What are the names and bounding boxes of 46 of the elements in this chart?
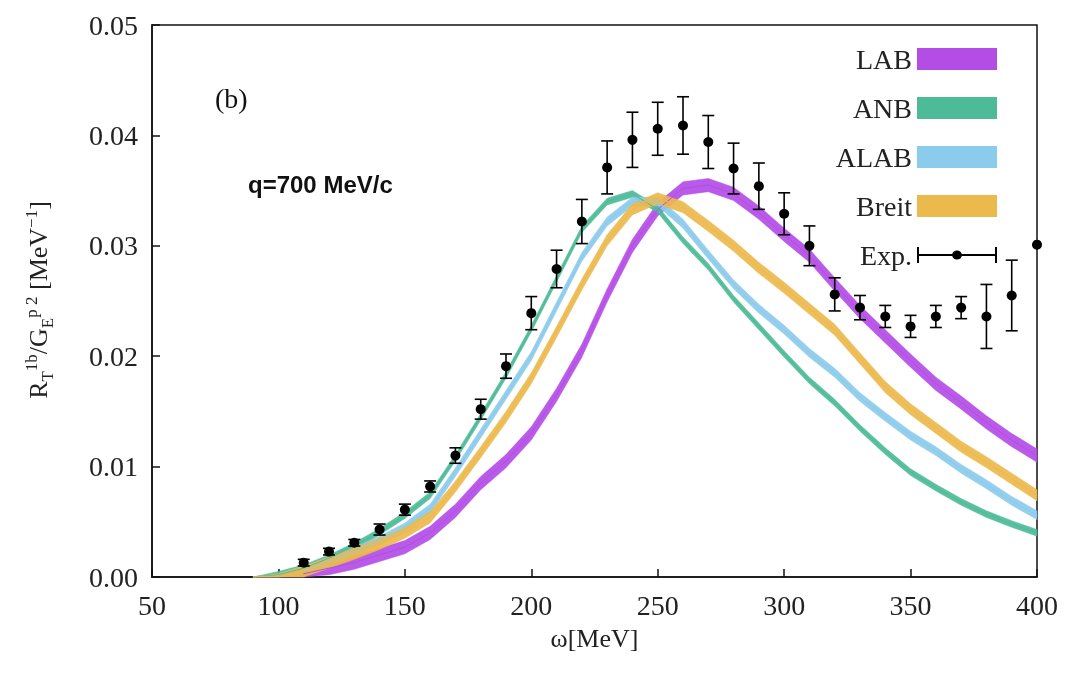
legend-label: ALAB bbox=[835, 141, 912, 173]
point bbox=[703, 137, 714, 148]
point bbox=[450, 450, 461, 461]
point bbox=[678, 120, 688, 131]
point bbox=[829, 289, 840, 300]
y-tick-label: 0.04 bbox=[89, 119, 138, 151]
point bbox=[526, 308, 537, 319]
point bbox=[576, 216, 587, 227]
y-tick-label: 0.03 bbox=[89, 230, 138, 262]
point bbox=[652, 123, 663, 134]
legend-label: Breit bbox=[856, 190, 913, 222]
legend-label: LAB bbox=[856, 43, 912, 75]
x-tick-label: 50 bbox=[138, 589, 166, 621]
point bbox=[981, 311, 992, 322]
x-tick-label: 250 bbox=[636, 589, 679, 621]
point bbox=[930, 311, 941, 322]
legend-label: ANB bbox=[852, 92, 912, 124]
y-tick-label: 0.00 bbox=[89, 561, 138, 593]
point bbox=[1032, 239, 1042, 250]
y-tick-label: 0.05 bbox=[89, 9, 138, 41]
point bbox=[753, 181, 764, 192]
x-tick-label: 400 bbox=[1016, 589, 1058, 621]
x-tick-label: 200 bbox=[510, 589, 553, 621]
annotation: (b) bbox=[215, 82, 248, 114]
y-tick-label: 0.02 bbox=[89, 340, 138, 372]
point bbox=[627, 134, 638, 145]
point bbox=[1006, 290, 1017, 301]
point bbox=[855, 302, 865, 313]
x-tick-label: 100 bbox=[257, 589, 300, 621]
point bbox=[880, 311, 891, 322]
point bbox=[551, 263, 562, 274]
x-tick-label: 350 bbox=[889, 589, 932, 621]
y-tick-label: 0.01 bbox=[89, 451, 138, 483]
point bbox=[602, 162, 613, 173]
point bbox=[501, 361, 511, 372]
point bbox=[779, 208, 790, 219]
legend-label: Exp. bbox=[859, 239, 912, 271]
annotation: q=700 MeV/c bbox=[248, 170, 393, 198]
point bbox=[475, 404, 486, 415]
x-tick-label: 300 bbox=[763, 589, 806, 621]
point bbox=[905, 321, 916, 332]
point bbox=[956, 302, 967, 313]
point bbox=[728, 163, 739, 174]
x-tick-label: 150 bbox=[383, 589, 426, 621]
point bbox=[804, 240, 815, 251]
x-axis-title: ω[MeV] bbox=[550, 623, 639, 653]
